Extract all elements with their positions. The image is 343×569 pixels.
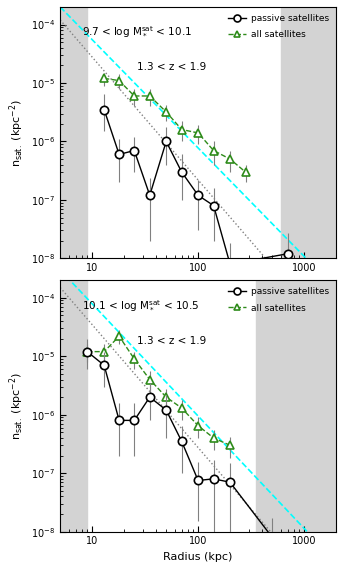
- Bar: [281, 7, 336, 258]
- X-axis label: Radius (kpc): Radius (kpc): [163, 552, 233, 562]
- Legend: passive satellites, all satellites: passive satellites, all satellites: [225, 284, 332, 315]
- Bar: [60, 7, 87, 258]
- Y-axis label: n$_{\rm sat.}$ (kpc$^{-2}$): n$_{\rm sat.}$ (kpc$^{-2}$): [7, 98, 25, 167]
- Legend: passive satellites, all satellites: passive satellites, all satellites: [225, 11, 332, 42]
- Bar: [60, 280, 87, 531]
- Text: 1.3 < z < 1.9: 1.3 < z < 1.9: [138, 336, 207, 345]
- Bar: [256, 280, 336, 531]
- Y-axis label: n$_{\rm sat.}$ (kpc$^{-2}$): n$_{\rm sat.}$ (kpc$^{-2}$): [7, 372, 25, 440]
- Text: 1.3 < z < 1.9: 1.3 < z < 1.9: [138, 62, 207, 72]
- Text: 10.1 < log M$_*^{\rm sat}$ < 10.5: 10.1 < log M$_*^{\rm sat}$ < 10.5: [82, 298, 200, 312]
- Text: 9.7 < log M$_*^{\rm sat}$ < 10.1: 9.7 < log M$_*^{\rm sat}$ < 10.1: [82, 24, 192, 39]
